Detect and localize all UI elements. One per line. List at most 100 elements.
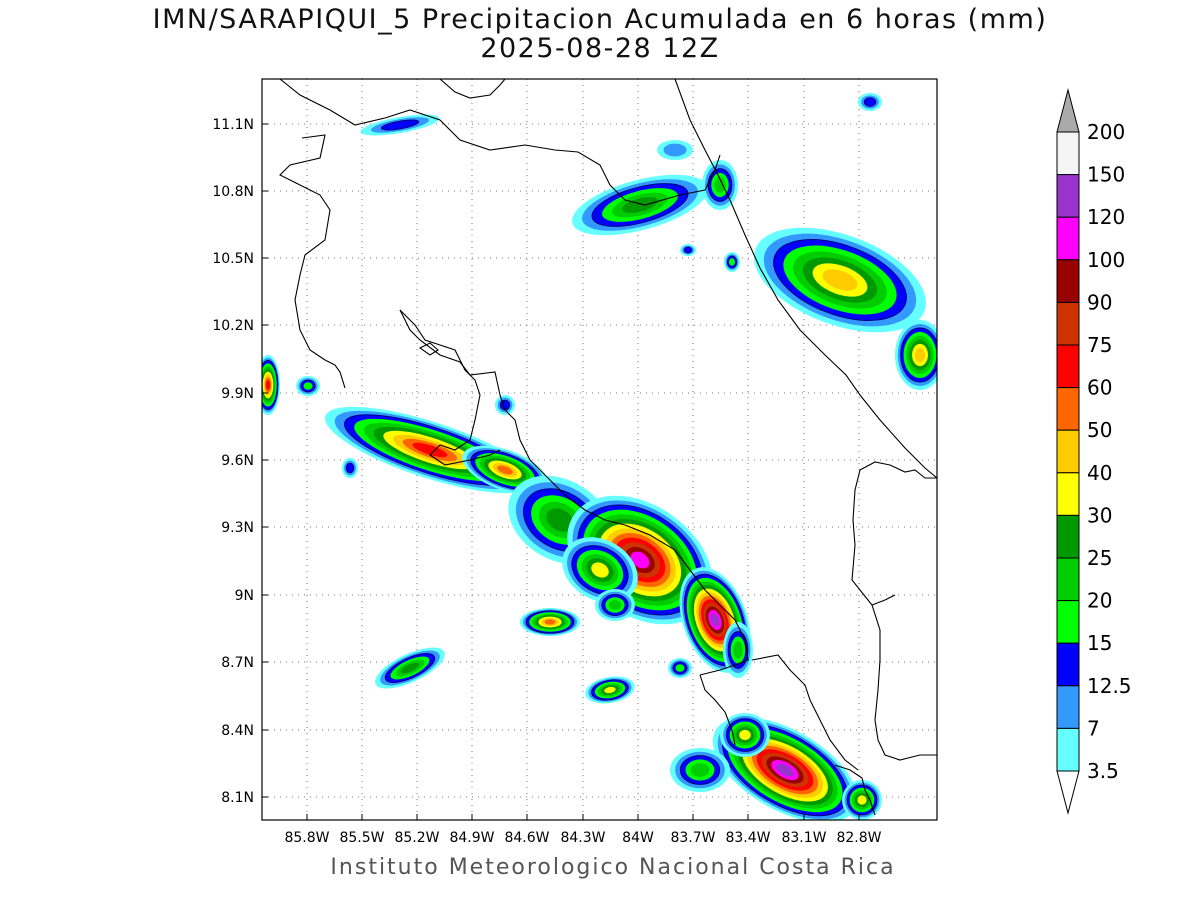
y-tick-label: 10.5N bbox=[212, 251, 254, 267]
golfo-dulce bbox=[699, 674, 736, 746]
caribbean-coast-south bbox=[871, 594, 896, 606]
coastlines bbox=[279, 79, 937, 816]
x-tick-label: 85.5W bbox=[339, 830, 384, 846]
precip-contour bbox=[776, 763, 794, 777]
colorbar-label: 12.5 bbox=[1087, 674, 1132, 698]
colorbar-swatch bbox=[1056, 472, 1080, 516]
colorbar-label: 90 bbox=[1087, 290, 1112, 314]
precip-contour bbox=[714, 177, 726, 193]
credit-line: Instituto Meteorologico Nacional Costa R… bbox=[330, 855, 896, 880]
colorbar-swatch bbox=[1056, 174, 1080, 218]
colorbar-label: 75 bbox=[1087, 333, 1112, 357]
x-tick-label: 82.8W bbox=[836, 830, 881, 846]
precip-contour bbox=[608, 600, 622, 610]
colorbar-swatch bbox=[1056, 727, 1080, 772]
y-tick-label: 8.4N bbox=[221, 723, 254, 739]
colorbar-swatch bbox=[1056, 557, 1080, 602]
precip-contour bbox=[412, 442, 448, 458]
precip-contour bbox=[729, 258, 735, 266]
colorbar-label: 120 bbox=[1087, 205, 1125, 229]
colorbar-swatch bbox=[1056, 429, 1080, 474]
colorbar-label: 100 bbox=[1087, 248, 1125, 272]
precip-contour bbox=[675, 664, 685, 672]
colorbar-swatch bbox=[1056, 259, 1080, 303]
map-subtitle: 2025-08-28 12Z bbox=[480, 33, 720, 64]
precip-contour bbox=[733, 641, 743, 659]
precip-contour bbox=[857, 795, 867, 805]
colorbar-label: 150 bbox=[1087, 163, 1125, 187]
colorbar-label: 200 bbox=[1087, 120, 1125, 144]
island-chira bbox=[418, 342, 439, 356]
precip-contour bbox=[622, 197, 658, 213]
x-tick-label: 83.7W bbox=[670, 830, 715, 846]
map-frame bbox=[261, 78, 938, 821]
colorbar-label: 25 bbox=[1087, 546, 1112, 570]
precip-contour bbox=[683, 246, 693, 254]
colorbar-swatch bbox=[1056, 600, 1080, 644]
panama-border bbox=[851, 461, 937, 761]
y-tick-label: 9.3N bbox=[221, 520, 254, 536]
y-tick-label: 10.8N bbox=[212, 184, 254, 200]
colorbar-swatch bbox=[1056, 387, 1080, 431]
y-tick-label: 8.7N bbox=[221, 655, 254, 671]
x-tick-label: 83.1W bbox=[781, 830, 826, 846]
precip-contour bbox=[739, 729, 751, 741]
colorbar-swatch bbox=[1056, 216, 1080, 261]
colorbar-swatch bbox=[1056, 514, 1080, 559]
colorbar-label: 40 bbox=[1087, 461, 1112, 485]
colorbar-swatch bbox=[1056, 344, 1080, 389]
colorbar-label: 30 bbox=[1087, 503, 1112, 527]
precip-contour bbox=[822, 269, 858, 291]
y-tick-label: 9N bbox=[235, 588, 254, 604]
osa-peninsula bbox=[751, 654, 859, 771]
precip-contour bbox=[690, 763, 710, 777]
precip-contour bbox=[546, 508, 574, 532]
y-tick-label: 9.9N bbox=[221, 386, 254, 402]
x-tick-label: 83.4W bbox=[725, 830, 770, 846]
precip-contour bbox=[663, 143, 687, 157]
pacific-coast-guanacaste bbox=[279, 134, 346, 389]
latitude-tick-labels: 11.1N 10.8N 10.5N 10.2N 9.9N 9.6N 9.3N 9N 8.7N 8.… bbox=[212, 117, 268, 806]
precip-contour bbox=[630, 551, 650, 569]
colorbar-swatch bbox=[1056, 301, 1080, 346]
colorbar-label: 60 bbox=[1087, 376, 1112, 400]
precip-contour bbox=[380, 119, 420, 131]
lake-nicaragua-shore bbox=[279, 79, 721, 206]
gulf-of-nicoya bbox=[399, 309, 501, 466]
map-title: IMN/SARAPIQUI_5 Precipitacion Acumulada … bbox=[152, 4, 1048, 35]
x-tick-label: 84W bbox=[622, 830, 654, 846]
precip-contour bbox=[266, 380, 270, 390]
y-tick-label: 10.2N bbox=[212, 318, 254, 334]
pacific-panama bbox=[834, 764, 876, 816]
y-tick-label: 11.1N bbox=[212, 117, 254, 133]
x-tick-label: 85.8W bbox=[284, 830, 329, 846]
colorbar-swatch bbox=[1056, 685, 1080, 729]
colorbar-label: 20 bbox=[1087, 589, 1112, 613]
x-tick-label: 84.3W bbox=[560, 830, 605, 846]
x-tick-label: 85.2W bbox=[394, 830, 439, 846]
precip-contour bbox=[591, 562, 609, 578]
x-tick-label: 84.9W bbox=[449, 830, 494, 846]
y-tick-label: 8.1N bbox=[221, 790, 254, 806]
nicaragua-border bbox=[674, 79, 937, 479]
colorbar-label: 50 bbox=[1087, 418, 1112, 442]
colorbar-label: 7 bbox=[1087, 716, 1100, 740]
precipitation-field bbox=[262, 93, 937, 820]
colorbar-label: 3.5 bbox=[1087, 759, 1119, 783]
precip-contour bbox=[400, 662, 420, 674]
precip-contour bbox=[604, 686, 616, 694]
precip-contour bbox=[863, 97, 877, 107]
x-tick-label: 84.6W bbox=[504, 830, 549, 846]
colorbar-top-arrow bbox=[1056, 88, 1080, 133]
longitude-tick-labels: 85.8W 85.5W 85.2W 84.9W 84.6W 84.3W 84W 83.7W 83… bbox=[284, 814, 882, 846]
precip-contour bbox=[345, 462, 355, 474]
precip-contour bbox=[544, 619, 556, 625]
precip-contour bbox=[710, 613, 720, 627]
colorbar-label: 15 bbox=[1087, 631, 1112, 655]
map-panel bbox=[261, 78, 938, 821]
lake-nicaragua-north bbox=[439, 79, 506, 99]
nicoya-peninsula-inner bbox=[399, 309, 749, 676]
colorbar-swatch bbox=[1056, 131, 1080, 176]
y-tick-label: 9.6N bbox=[221, 453, 254, 469]
